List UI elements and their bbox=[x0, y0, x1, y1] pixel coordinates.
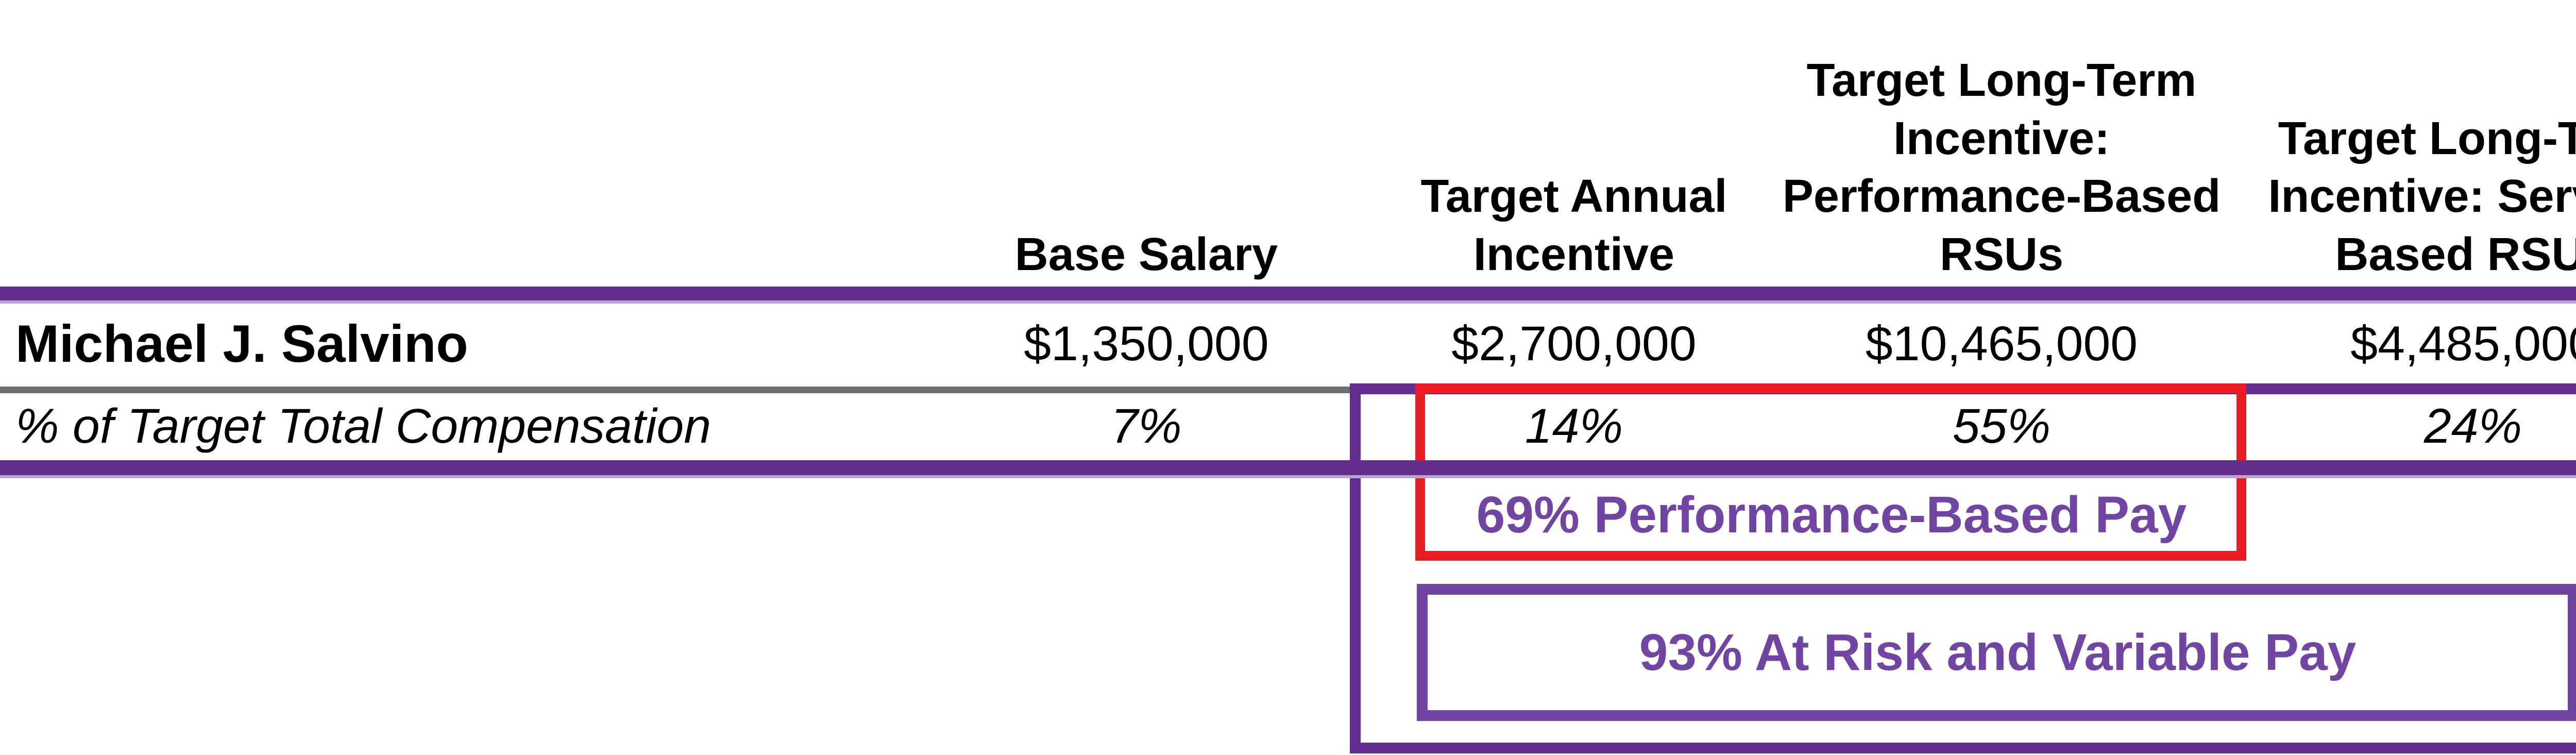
column-header-target-annual-incentive: Target Annual Incentive bbox=[1420, 171, 1727, 280]
top-accent-bar bbox=[0, 287, 2576, 304]
percent-row-label: % of Target Total Compensation bbox=[15, 399, 711, 454]
column-header-tli-performance-rsus: Target Long-Term Incentive: Performance-… bbox=[1782, 55, 2221, 280]
value-base-salary: $1,350,000 bbox=[1024, 316, 1269, 371]
at-risk-pay-label: 93% At Risk and Variable Pay bbox=[1639, 623, 2357, 681]
performance-based-pay-label: 69% Performance-Based Pay bbox=[1476, 486, 2187, 544]
column-header-tli-service-rsus: Target Long-Term Incentive: Service- Bas… bbox=[2268, 112, 2576, 280]
percent-tli-performance-rsus: 55% bbox=[1952, 399, 2051, 454]
value-target-annual-incentive: $2,700,000 bbox=[1451, 316, 1697, 371]
percent-target-annual-incentive: 14% bbox=[1524, 399, 1623, 454]
bottom-accent-bar bbox=[0, 460, 2576, 478]
at-risk-inner-box: 93% At Risk and Variable Pay bbox=[1417, 584, 2576, 721]
performance-based-outline-box bbox=[1415, 383, 2246, 561]
value-tli-service-rsus: $4,485,000 bbox=[2350, 316, 2576, 371]
percent-tli-service-rsus: 24% bbox=[2424, 399, 2522, 454]
value-tli-performance-rsus: $10,465,000 bbox=[1865, 316, 2138, 371]
percent-base-salary: 7% bbox=[1111, 399, 1182, 454]
column-header-base-salary: Base Salary bbox=[1014, 228, 1278, 280]
executive-name: Michael J. Salvino bbox=[15, 314, 468, 373]
